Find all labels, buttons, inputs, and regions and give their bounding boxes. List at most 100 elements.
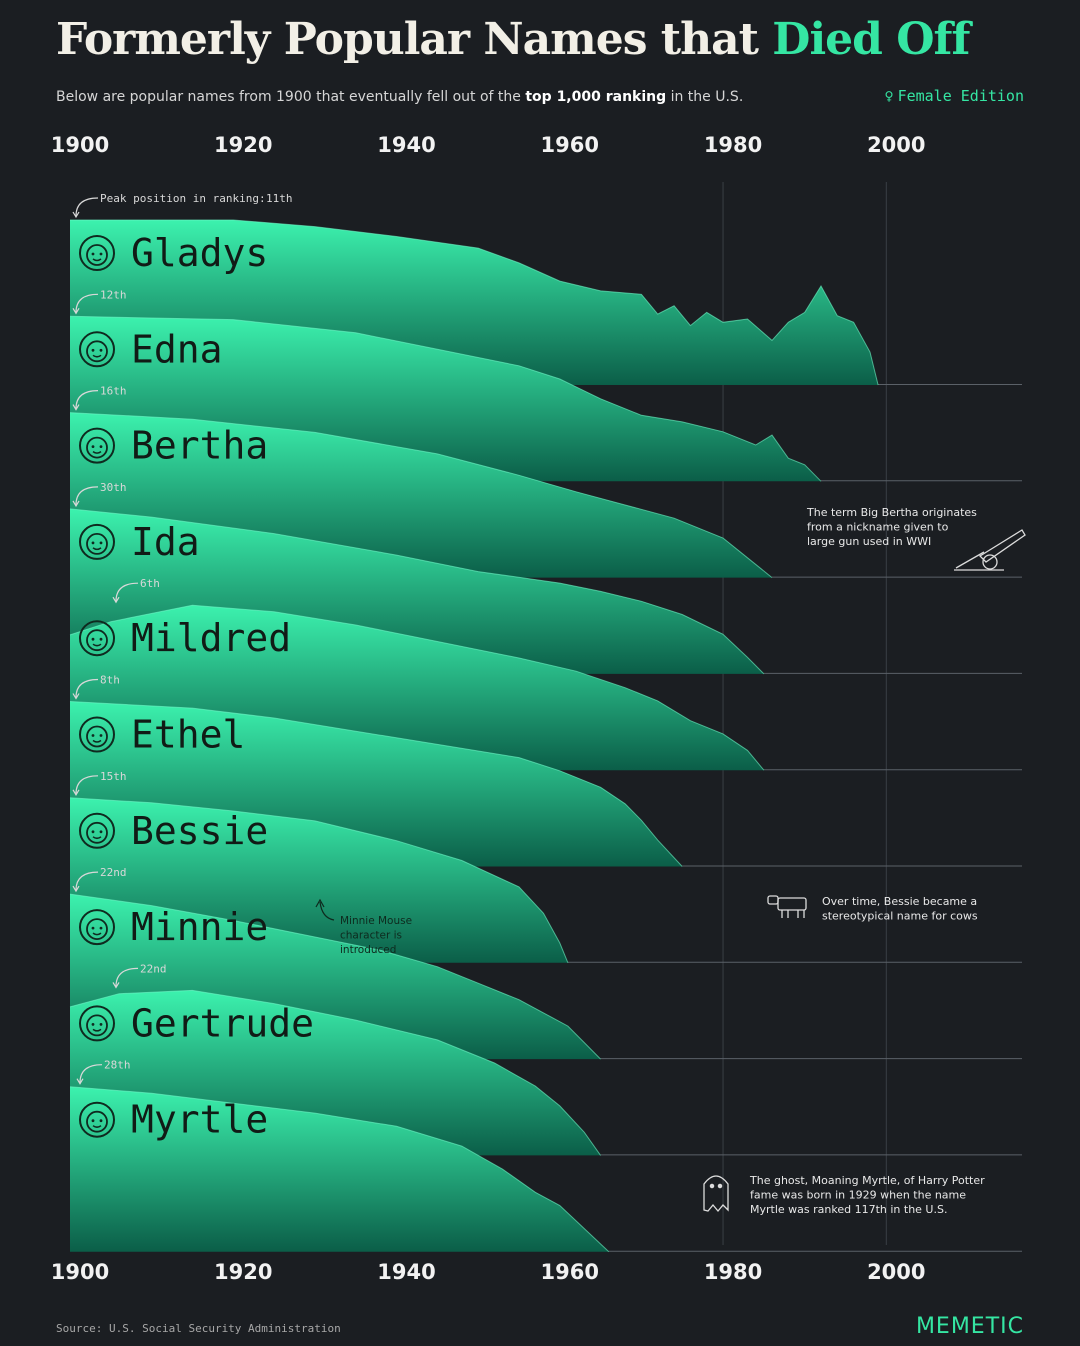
area-edge [69,1086,610,1253]
series-name-label: Mildred [131,616,291,660]
icon-eye [91,637,95,641]
cannon-barrel [978,529,1026,563]
area-edge [69,315,822,482]
icon-hair [79,620,115,657]
icon-eye [91,445,95,448]
peak-arrowhead [112,596,120,604]
peak-prefix: Peak position in ranking: [100,192,266,205]
icon-face [86,340,108,363]
icon-face [86,1014,108,1037]
icon-eye [91,541,95,545]
annotation-line: Over time, Bessie became a [822,895,977,908]
name-bands: Gladys Peak position in ranking: 11th Edna… [69,192,1022,1253]
peak-arrow [79,1064,103,1083]
woman-round-icon [79,909,115,946]
title-main: Formerly Popular Names that [56,14,759,65]
annotation-line: The term Big Bertha originates [806,506,977,519]
peak-label: 12th [100,288,127,301]
area-edge [69,797,569,963]
series-name-label: Myrtle [131,1098,268,1142]
woman-wavy-icon [79,716,115,753]
series-name-label: Gladys [131,231,268,275]
peak-label: 11th [266,192,293,205]
icon-eye [91,1023,95,1026]
area-edge [69,893,601,1060]
peak-label: 16th [100,385,127,398]
ghost-eye [717,1183,723,1189]
x-tick-label: 1980 [704,133,762,157]
brand-logo: MEMETIC [915,1314,1024,1339]
icon-eye [99,252,103,256]
peak-arrow [115,582,139,602]
icon-hair [79,812,115,849]
icon-eye [99,1119,103,1123]
series-name-label: Ida [131,520,200,564]
x-tick-label: 1900 [51,1260,109,1284]
icon-face [86,244,108,266]
peak-arrow [75,871,99,891]
icon-mouth [92,643,102,647]
icon-hair [79,235,115,271]
source-note: Source: U.S. Social Security Administrat… [56,1322,341,1335]
peak-arrowhead [76,1078,84,1085]
area-myrtle [70,1086,609,1252]
icon-face [86,436,108,459]
ghost-icon [703,1175,729,1213]
area-edge [70,219,879,386]
icon-hair [79,427,115,464]
peak-label: 28th [104,1059,131,1072]
peak-arrowhead [72,500,80,508]
peak-label: 22nd [140,962,167,975]
series-name-label: Bertha [131,424,268,468]
icon-mouth [92,739,102,743]
icon-eye [99,445,103,448]
icon-eye [91,252,95,256]
x-tick-label: 1920 [214,1260,272,1284]
peak-arrowhead [72,307,80,315]
woman-glasses-bun-icon [79,1101,115,1138]
icon-mouth [92,1028,102,1032]
icon-face [86,725,108,748]
cannon-wheel [982,554,998,570]
icon-eye [91,348,95,352]
peak-arrowhead [72,404,80,411]
peak-arrowhead [72,693,80,700]
woman-pony-icon [79,812,115,849]
peak-arrow [75,390,99,409]
edition-label: Female Edition [897,87,1024,105]
ghost-eye [709,1183,715,1189]
annotation-line: Minnie Mouse [340,915,412,927]
peak-label: 15th [100,770,127,783]
icon-face [86,1110,108,1133]
icon-eye [99,734,103,737]
annotations: The term Big Bertha originates from a nic… [315,506,1026,1216]
ghost-body [703,1175,729,1213]
annotation-line: stereotypical name for cows [822,910,978,923]
peak-arrow [75,486,99,505]
cow-icon [767,895,807,918]
annotation-line: large gun used in WWI [807,535,931,548]
x-tick-label: 1960 [541,133,599,157]
cow-head [767,895,779,905]
area-edge [69,604,765,771]
x-tick-label: 2000 [867,133,925,157]
peak-arrowhead [72,885,80,893]
subtitle-pre: Below are popular names from 1900 that e… [56,89,521,105]
peak-label: 6th [140,577,160,590]
peak-label: 22nd [100,866,127,879]
series-name-label: Edna [131,327,223,371]
icon-mouth [92,354,102,358]
icon-face [86,533,108,555]
icon-hair [79,1005,115,1042]
annotation-line: The ghost, Moaning Myrtle, of Harry Pott… [749,1174,985,1187]
annotation-line: Myrtle was ranked 117th in the U.S. [750,1203,947,1216]
x-tick-label: 1940 [377,133,435,157]
x-tick-label: 2000 [867,1260,925,1284]
woman-glasses-icon [79,331,115,368]
icon-hair [79,909,115,946]
icon-face [86,821,108,844]
area-edge [69,508,765,675]
icon-eye [99,541,103,545]
edition-badge: ♀ Female Edition [885,87,1024,105]
